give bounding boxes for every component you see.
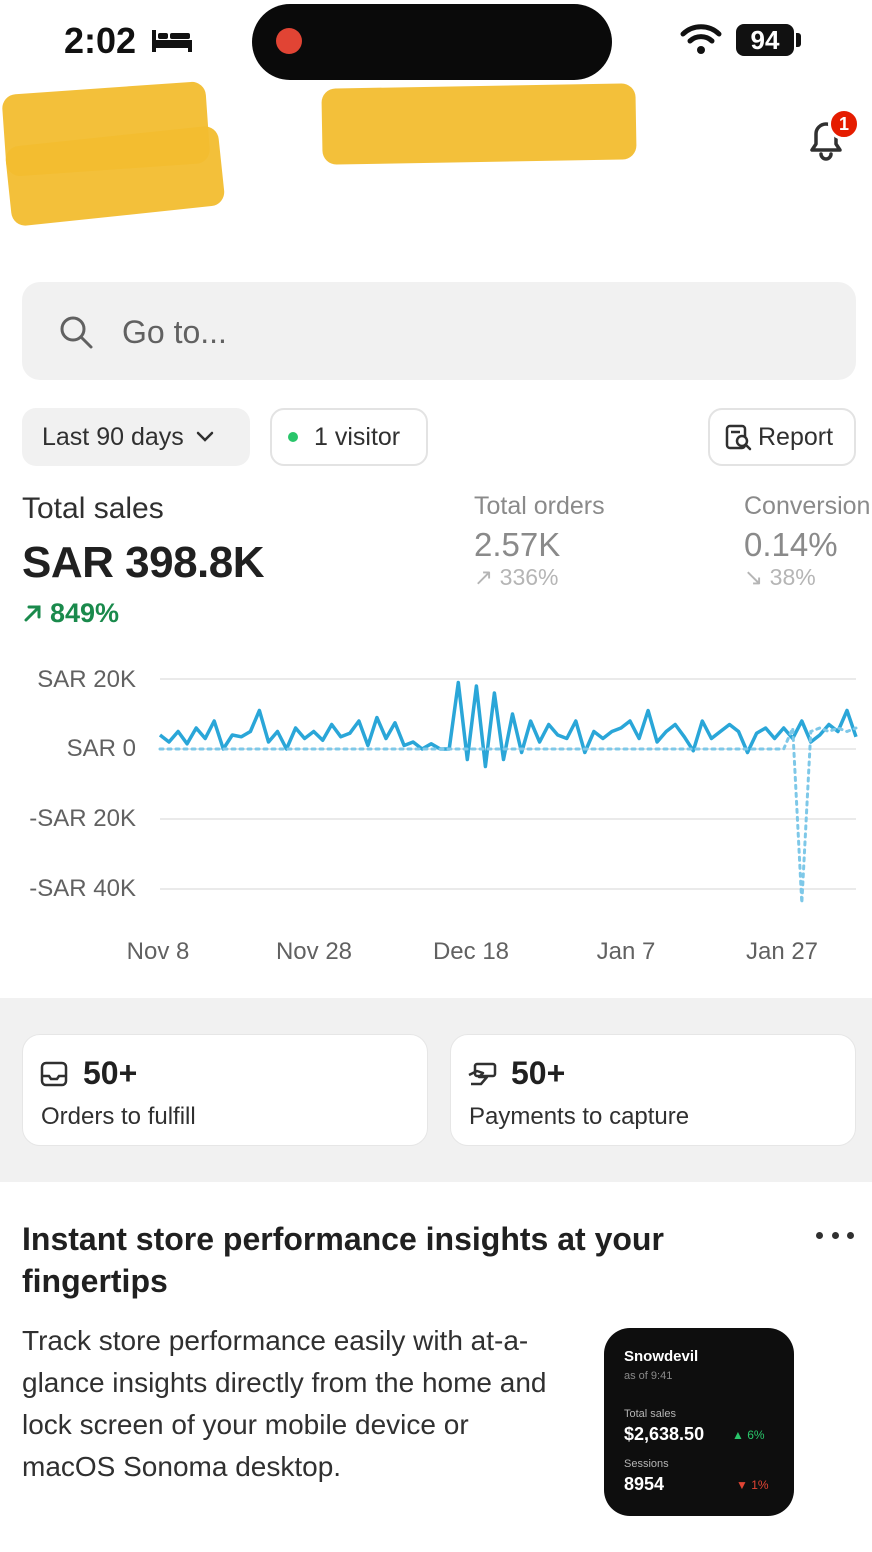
conversion-value: 0.14% <box>744 526 838 563</box>
dynamic-island <box>252 4 612 80</box>
status-time: 2:02 <box>64 20 137 61</box>
notification-badge: 1 <box>828 108 860 140</box>
x-tick-label: Jan 27 <box>745 938 819 965</box>
wifi-icon <box>680 24 722 54</box>
widget-sessions-value: 8954 <box>624 1474 665 1494</box>
y-tick-label: SAR 0 <box>66 735 136 762</box>
widget-sessions-label: Sessions <box>624 1458 669 1470</box>
payments-label: Payments to capture <box>469 1103 690 1130</box>
total-sales-value: SAR 398.8K <box>22 538 265 587</box>
payment-icon <box>468 1062 497 1086</box>
arrow-down-right-icon: ↘ <box>744 564 770 590</box>
orders-to-fulfill-card[interactable]: 50+ Orders to fulfill <box>22 1034 428 1146</box>
sleep-focus-icon <box>152 30 192 52</box>
search-icon <box>60 316 93 349</box>
y-tick-label: SAR 20K <box>37 666 136 693</box>
orders-count: 50+ <box>83 1055 138 1091</box>
x-tick-label: Jan 7 <box>596 938 656 965</box>
search-input[interactable] <box>122 308 802 356</box>
report-button[interactable]: Report <box>708 408 856 466</box>
x-tick-label: Nov 28 <box>275 938 353 965</box>
live-dot-icon <box>288 432 298 442</box>
report-icon <box>725 424 752 451</box>
payments-to-capture-card[interactable]: 50+ Payments to capture <box>450 1034 856 1146</box>
widget-sales-change: ▲ 6% <box>732 1428 765 1442</box>
redacted-store-name <box>321 83 637 165</box>
date-range-selector[interactable]: Last 90 days <box>22 408 250 466</box>
total-orders-label[interactable]: Total orders <box>474 492 605 520</box>
date-range-label: Last 90 days <box>42 422 184 451</box>
x-tick-label: Nov 8 <box>126 938 190 965</box>
insight-body: Track store performance easily with at-a… <box>22 1325 547 1482</box>
widget-sales-value: $2,638.50 <box>624 1424 705 1444</box>
comparison-series-line <box>158 726 858 904</box>
y-tick-label: -SAR 40K <box>29 875 136 902</box>
total-orders-value: 2.57K <box>474 526 561 563</box>
sales-chart[interactable] <box>0 650 872 980</box>
orders-label: Orders to fulfill <box>41 1103 196 1130</box>
battery-cap <box>796 33 801 47</box>
total-orders-change-value: 336% <box>499 564 559 590</box>
arrow-up-right-icon: ↗ <box>474 564 500 590</box>
conversion-label[interactable]: Conversion <box>744 492 871 520</box>
live-visitors-button[interactable]: 1 visitor <box>270 408 428 466</box>
more-options-icon[interactable] <box>816 1228 854 1242</box>
total-sales-change: 849% <box>22 598 119 629</box>
battery-level: 94 <box>736 24 794 56</box>
recording-indicator <box>276 28 302 54</box>
payments-count: 50+ <box>511 1055 566 1091</box>
arrow-up-right-icon <box>24 605 41 622</box>
widget-store-name: Snowdevil <box>624 1348 699 1365</box>
total-orders-change: ↗ 336% <box>474 564 559 591</box>
inbox-icon <box>40 1061 68 1087</box>
chevron-down-icon <box>196 431 214 442</box>
sales-series-line <box>158 680 858 769</box>
search-bar[interactable] <box>22 282 856 380</box>
total-sales-change-value: 849% <box>50 598 120 628</box>
conversion-change: ↘ 38% <box>744 564 816 591</box>
total-sales-label: Total sales <box>22 492 164 525</box>
widget-sessions-change: ▼ 1% <box>736 1478 769 1492</box>
widget-as-of: as of 9:41 <box>624 1370 673 1382</box>
x-tick-label: Dec 18 <box>432 938 510 965</box>
widget-sales-label: Total sales <box>624 1408 676 1420</box>
conversion-change-value: 38% <box>769 564 816 590</box>
visitors-label: 1 visitor <box>314 422 401 451</box>
widget-preview: Snowdevil as of 9:41 Total sales $2,638.… <box>604 1328 794 1516</box>
y-tick-label: -SAR 20K <box>29 805 136 832</box>
insight-title: Instant store performance insights at yo… <box>22 1221 664 1299</box>
report-label: Report <box>758 422 834 451</box>
